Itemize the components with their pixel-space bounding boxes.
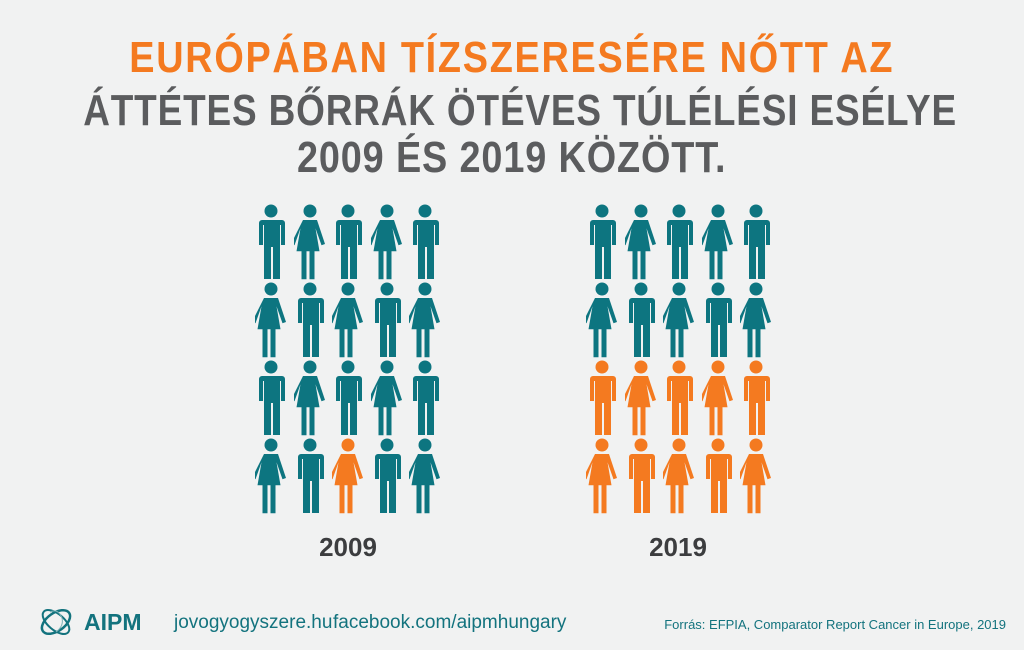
man-figure-icon-highlighted — [667, 360, 693, 435]
source-note: Forrás: EFPIA, Comparator Report Cancer … — [664, 617, 1006, 632]
man-figure-icon — [413, 360, 439, 435]
woman-figure-icon-highlighted — [586, 438, 617, 514]
woman-figure-icon-highlighted — [332, 438, 363, 514]
woman-figure-icon — [701, 204, 733, 280]
woman-figure-icon-highlighted — [701, 360, 733, 436]
man-figure-icon — [336, 204, 362, 279]
aipm-logo — [36, 600, 76, 649]
year-label-2009: 2009 — [319, 532, 377, 562]
woman-figure-icon — [370, 360, 402, 436]
woman-figure-icon — [255, 438, 286, 514]
woman-figure-icon — [740, 282, 771, 358]
woman-figure-icon — [586, 282, 617, 358]
man-figure-icon — [744, 204, 770, 279]
woman-figure-icon-highlighted — [663, 438, 694, 514]
aipm-logo-text: AIPM — [84, 609, 142, 635]
year-label-2019: 2019 — [649, 532, 707, 562]
man-figure-icon — [297, 282, 324, 357]
woman-figure-icon — [293, 204, 325, 280]
man-figure-icon — [374, 282, 401, 357]
woman-figure-icon — [293, 360, 325, 436]
woman-figure-icon — [370, 204, 402, 280]
man-figure-icon — [413, 204, 439, 279]
woman-figure-icon — [663, 282, 694, 358]
man-figure-icon — [590, 204, 616, 279]
man-figure-icon-highlighted — [590, 360, 616, 435]
pictogram-2009 — [255, 204, 445, 520]
man-figure-icon — [259, 360, 285, 435]
facebook-link[interactable]: facebook.com/aipmhungary — [333, 612, 567, 633]
man-figure-icon-highlighted — [744, 360, 770, 435]
man-figure-icon-highlighted — [628, 438, 655, 513]
title-line-2: ÁTTÉTES BŐRRÁK ÖTÉVES TÚLÉLÉSI ESÉLYE — [83, 86, 957, 135]
title-line-3: 2009 ÉS 2019 KÖZÖTT. — [297, 133, 727, 182]
man-figure-icon — [628, 282, 655, 357]
woman-figure-icon — [332, 282, 363, 358]
man-figure-icon — [259, 204, 285, 279]
man-figure-icon — [374, 438, 401, 513]
woman-figure-icon — [624, 204, 656, 280]
aipm-logo-icon — [40, 608, 72, 636]
man-figure-icon — [667, 204, 693, 279]
man-figure-icon — [297, 438, 324, 513]
woman-figure-icon — [409, 282, 440, 358]
man-figure-icon — [705, 282, 732, 357]
website-link[interactable]: jovogyogyszere.hu — [174, 612, 333, 633]
title-line-1: EURÓPÁBAN TÍZSZERESÉRE NŐTT AZ — [129, 33, 895, 82]
woman-figure-icon — [409, 438, 440, 514]
pictogram-2019 — [586, 204, 776, 520]
man-figure-icon-highlighted — [705, 438, 732, 513]
man-figure-icon — [336, 360, 362, 435]
woman-figure-icon — [255, 282, 286, 358]
woman-figure-icon-highlighted — [624, 360, 656, 436]
woman-figure-icon-highlighted — [740, 438, 771, 514]
